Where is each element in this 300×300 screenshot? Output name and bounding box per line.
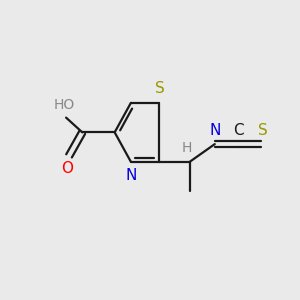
- Text: S: S: [155, 81, 165, 96]
- Text: N: N: [209, 123, 220, 138]
- Text: HO: HO: [54, 98, 75, 112]
- Text: H: H: [182, 141, 192, 155]
- Text: S: S: [258, 123, 268, 138]
- Text: C: C: [233, 123, 244, 138]
- Text: N: N: [125, 168, 136, 183]
- Text: O: O: [61, 161, 74, 176]
